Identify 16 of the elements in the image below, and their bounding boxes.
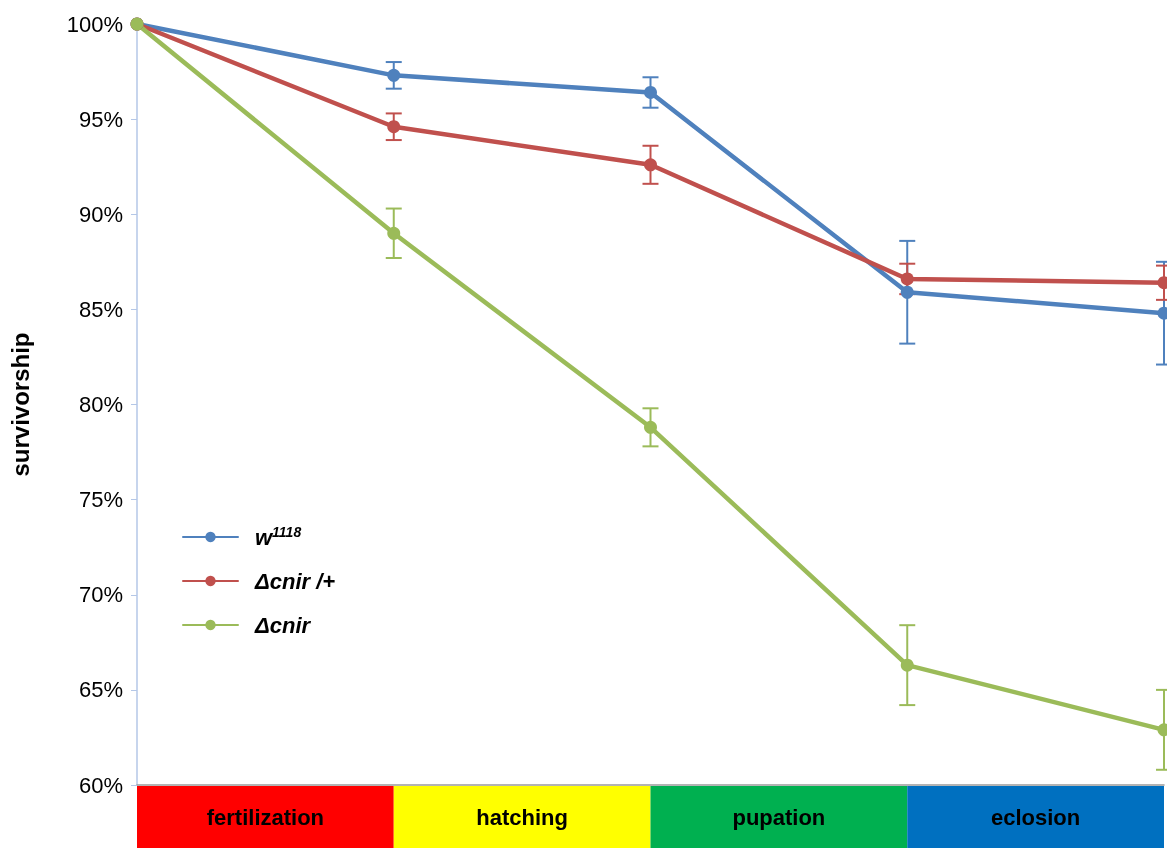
- y-tick-label: 65%: [78, 677, 123, 703]
- y-tick-label: 100%: [66, 11, 123, 37]
- y-tick-label: 75%: [78, 487, 123, 513]
- y-tick-label: 85%: [78, 296, 123, 322]
- y-tick-label: 90%: [78, 201, 123, 227]
- y-tick-label: 60%: [78, 772, 123, 798]
- legend-label: Δcnir /+: [254, 568, 336, 594]
- y-tick-label: 80%: [78, 392, 123, 417]
- y-tick-label: 70%: [78, 582, 123, 608]
- y-tick-label: 95%: [78, 106, 123, 132]
- legend-label: Δcnir: [254, 612, 312, 638]
- text: fertilization: [206, 805, 325, 830]
- text: hatching: [476, 805, 568, 830]
- y-axis-title: survivorship: [6, 332, 34, 477]
- text: pupation: [732, 805, 826, 830]
- text: eclosion: [991, 805, 1081, 830]
